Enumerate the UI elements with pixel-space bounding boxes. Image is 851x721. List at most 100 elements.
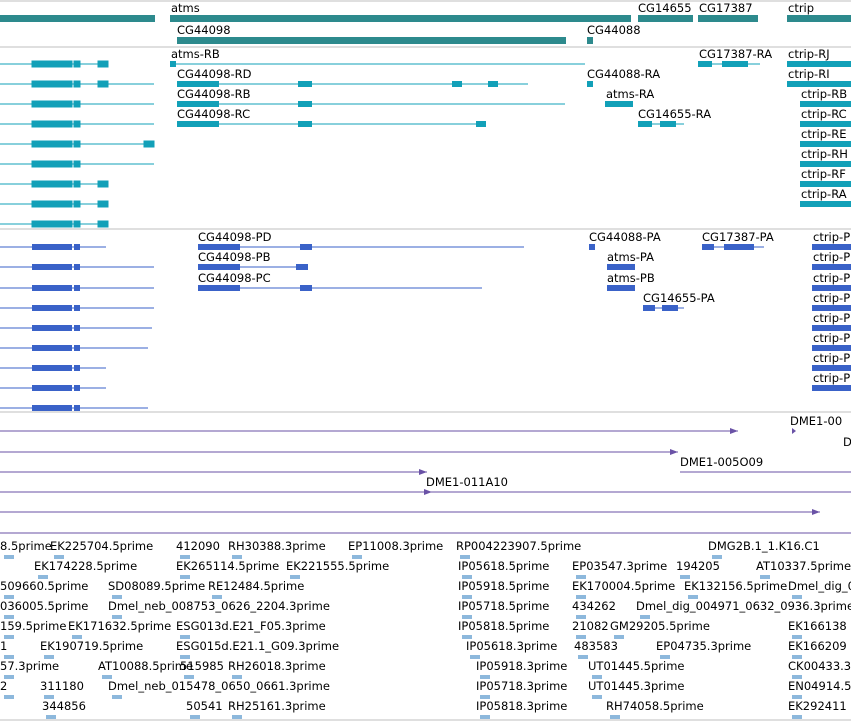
gene-bar[interactable] [170,15,631,22]
protein-segment[interactable] [296,264,308,270]
est-alignment[interactable] [232,675,242,679]
protein-segment[interactable] [32,405,72,411]
est-alignment[interactable] [576,575,586,579]
est-alignment[interactable] [4,595,14,599]
est-alignment[interactable] [112,615,122,619]
transcript-exon[interactable] [476,121,486,127]
est-alignment[interactable] [614,635,624,639]
transcript-exon[interactable] [170,61,176,67]
est-alignment[interactable] [212,595,222,599]
transcript-exon[interactable] [605,101,633,107]
transcript-exon[interactable] [97,180,109,188]
est-alignment[interactable] [4,635,14,639]
transcript-exon[interactable] [31,140,73,148]
protein-segment[interactable] [607,264,635,270]
est-alignment[interactable] [480,675,490,679]
transcript-exon[interactable] [800,161,851,167]
protein-segment[interactable] [812,285,851,291]
est-alignment[interactable] [660,655,670,659]
transcript-exon[interactable] [298,81,312,87]
est-alignment[interactable] [352,555,362,559]
protein-segment[interactable] [32,244,72,250]
est-alignment[interactable] [760,575,770,579]
protein-segment[interactable] [198,264,240,270]
transcript-exon[interactable] [800,201,851,207]
est-alignment[interactable] [180,555,190,559]
transcript-exon[interactable] [298,121,312,127]
gene-bar[interactable] [0,15,155,22]
transcript-exon[interactable] [587,81,593,87]
est-alignment[interactable] [578,655,588,659]
est-alignment[interactable] [102,675,112,679]
est-alignment[interactable] [640,615,650,619]
est-alignment[interactable] [290,575,300,579]
est-alignment[interactable] [592,695,602,699]
protein-segment[interactable] [812,385,851,391]
est-alignment[interactable] [462,635,472,639]
est-alignment[interactable] [72,635,82,639]
protein-segment[interactable] [32,285,72,291]
protein-segment[interactable] [812,305,851,311]
est-alignment[interactable] [184,675,194,679]
est-alignment[interactable] [792,655,802,659]
est-alignment[interactable] [44,695,54,699]
protein-segment[interactable] [812,325,851,331]
transcript-exon[interactable] [31,60,73,68]
transcript-exon[interactable] [800,181,851,187]
est-alignment[interactable] [712,555,722,559]
est-alignment[interactable] [792,635,802,639]
protein-segment[interactable] [74,405,80,411]
protein-segment[interactable] [74,365,80,371]
protein-segment[interactable] [198,244,240,250]
est-alignment[interactable] [462,595,472,599]
transcript-exon[interactable] [73,180,81,188]
est-alignment[interactable] [610,715,620,719]
transcript-exon[interactable] [97,220,109,228]
est-alignment[interactable] [792,715,802,719]
transcript-exon[interactable] [73,100,81,108]
gene-bar[interactable] [587,37,593,44]
protein-segment[interactable] [702,244,714,250]
gene-bar[interactable] [787,15,851,22]
transcript-exon[interactable] [143,140,155,148]
transcript-exon[interactable] [452,81,462,87]
protein-segment[interactable] [74,325,80,331]
transcript-exon[interactable] [177,81,219,87]
protein-segment[interactable] [812,264,851,270]
protein-segment[interactable] [74,285,80,291]
est-alignment[interactable] [112,695,122,699]
transcript-exon[interactable] [638,121,652,127]
est-alignment[interactable] [180,635,190,639]
transcript-exon[interactable] [73,160,81,168]
est-alignment[interactable] [462,615,472,619]
est-alignment[interactable] [4,655,14,659]
est-alignment[interactable] [112,595,122,599]
transcript-exon[interactable] [31,220,73,228]
transcript-exon[interactable] [177,101,219,107]
est-alignment[interactable] [576,595,586,599]
est-alignment[interactable] [4,695,14,699]
transcript-exon[interactable] [800,121,851,127]
protein-segment[interactable] [643,305,655,311]
transcript-exon[interactable] [698,61,712,67]
transcript-exon[interactable] [73,60,81,68]
protein-segment[interactable] [198,285,240,291]
est-alignment[interactable] [462,575,472,579]
protein-segment[interactable] [812,244,851,250]
protein-segment[interactable] [607,285,635,291]
transcript-exon[interactable] [97,60,109,68]
est-alignment[interactable] [460,555,470,559]
transcript-exon[interactable] [73,140,81,148]
est-alignment[interactable] [792,695,802,699]
transcript-exon[interactable] [31,180,73,188]
transcript-exon[interactable] [73,80,81,88]
transcript-exon[interactable] [97,80,109,88]
est-alignment[interactable] [480,715,490,719]
est-alignment[interactable] [480,695,490,699]
protein-segment[interactable] [74,305,80,311]
est-alignment[interactable] [38,575,48,579]
est-alignment[interactable] [232,715,242,719]
est-alignment[interactable] [576,615,586,619]
protein-segment[interactable] [32,385,72,391]
est-alignment[interactable] [470,655,480,659]
